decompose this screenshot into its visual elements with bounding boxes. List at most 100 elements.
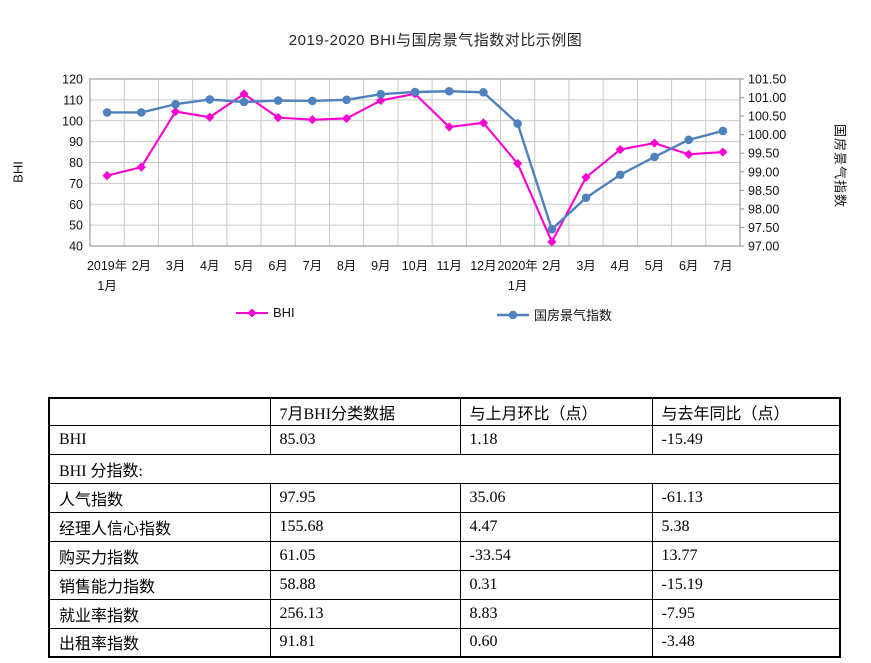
- row-label-cell: 人气指数: [48, 482, 271, 513]
- value-cell: 155.68: [269, 511, 461, 542]
- left-axis-tick-label: 100: [62, 114, 83, 128]
- right-axis-tick-label: 100.00: [748, 128, 786, 142]
- left-axis-tick-label: 90: [69, 135, 83, 149]
- table-row: 人气指数 97.95 35.06 -61.13: [48, 482, 841, 513]
- value-cell: -15.19: [651, 569, 841, 600]
- bhi-point-marker: [205, 112, 215, 122]
- x-axis-tick-label: 2月: [132, 259, 151, 273]
- gfi-point-marker: [547, 225, 557, 234]
- bhi-point-marker: [581, 172, 591, 182]
- gfi-series-marker-icon: [497, 310, 529, 319]
- left-axis-tick-label: 120: [62, 73, 83, 87]
- gfi-point-marker: [273, 96, 283, 105]
- row-label-cell: 就业率指数: [48, 598, 271, 629]
- x-axis-tick-label: 2月: [542, 259, 561, 273]
- table-header: 7月BHI分类数据 与上月环比（点） 与去年同比（点）: [48, 397, 841, 426]
- x-axis-tick-label: 5月: [234, 259, 253, 273]
- value-cell: 35.06: [459, 482, 653, 513]
- gfi-point-marker: [684, 135, 693, 145]
- legend-label-gfi: 国房景气指数: [534, 308, 613, 323]
- x-axis-tick-label-line2: 1月: [97, 279, 116, 293]
- gfi-point-marker: [410, 87, 420, 97]
- bhi-series-marker-icon: [236, 308, 268, 317]
- bhi-point-marker: [478, 118, 489, 128]
- value-cell: -33.54: [459, 540, 653, 571]
- bhi-point-marker: [273, 113, 283, 123]
- gfi-point-marker: [479, 88, 488, 97]
- value-cell: 61.05: [269, 540, 461, 571]
- x-axis-tick-label: 9月: [371, 259, 390, 273]
- table-row: 出租率指数 91.81 0.60 -3.48: [48, 627, 841, 658]
- table-row: BHI 85.03 1.18 -15.49: [48, 424, 841, 455]
- x-axis-tick-label-line2: 1月: [508, 279, 527, 293]
- left-axis-tick-label: 80: [69, 156, 83, 170]
- x-axis-tick-label: 3月: [166, 259, 185, 273]
- x-axis-tick-label: 4月: [200, 259, 219, 273]
- bhi-point-marker: [718, 147, 728, 157]
- right-axis-title: 国房景气指数: [832, 123, 848, 209]
- right-axis-tick-label: 97.50: [748, 221, 779, 235]
- bhi-point-marker: [307, 115, 317, 125]
- gfi-point-marker: [650, 152, 659, 162]
- value-cell: -7.95: [651, 598, 841, 629]
- gfi-point-marker: [205, 95, 215, 104]
- bhi-point-marker: [102, 171, 112, 181]
- table-header-row: 7月BHI分类数据 与上月环比（点） 与去年同比（点）: [48, 397, 841, 426]
- x-axis-tick-label: 7月: [713, 259, 732, 273]
- x-axis-tick-label: 3月: [576, 259, 595, 273]
- gfi-point-marker: [137, 108, 146, 117]
- left-axis-tick-label: 110: [63, 93, 83, 107]
- right-axis-tick-label: 100.50: [748, 110, 786, 124]
- bhi-breakdown-table: 7月BHI分类数据 与上月环比（点） 与去年同比（点） BHI 85.03 1.18 -1…: [48, 397, 841, 658]
- x-axis-tick-label: 8月: [337, 259, 356, 273]
- bhi-point-marker: [136, 162, 146, 172]
- bhi-point-marker: [615, 144, 625, 155]
- series-line-gfi: [105, 90, 725, 231]
- table-row: 就业率指数 256.13 8.83 -7.95: [48, 598, 841, 629]
- legend-item-bhi: BHI: [236, 305, 295, 320]
- legend-gfi-circle: [508, 310, 518, 319]
- gfi-point-marker: [581, 193, 591, 203]
- left-axis-title: BHI: [10, 161, 26, 183]
- row-label-cell: 出租率指数: [48, 627, 271, 658]
- bhi-point-marker: [649, 138, 660, 148]
- row-label-cell: BHI: [48, 424, 271, 455]
- table-body: BHI 85.03 1.18 -15.49 BHI 分指数: 人气指数 97.95 35.06…: [48, 424, 841, 658]
- right-axis-tick-label: 98.50: [748, 184, 779, 198]
- right-axis-tick-label: 97.00: [748, 240, 779, 254]
- bhi-point-marker: [444, 122, 454, 132]
- legend-label-bhi: BHI: [273, 305, 295, 320]
- value-cell: 8.83: [459, 598, 653, 629]
- table-row: 经理人信心指数 155.68 4.47 5.38: [48, 511, 841, 542]
- x-axis-tick-label: 6月: [679, 259, 698, 273]
- x-axis-tick-label: 5月: [645, 259, 664, 273]
- x-axis-tick-label: 6月: [268, 259, 287, 273]
- value-cell: 58.88: [269, 569, 461, 600]
- chart-legend: BHI 国房景气指数: [0, 305, 871, 327]
- value-cell: 256.13: [269, 598, 461, 629]
- gfi-point-marker: [444, 86, 454, 96]
- gfi-point-marker: [308, 96, 317, 106]
- value-cell: 13.77: [651, 540, 841, 571]
- gfi-point-marker: [342, 95, 351, 105]
- row-label-cell: BHI 分指数:: [48, 453, 841, 484]
- value-cell: -61.13: [651, 482, 841, 513]
- gfi-point-marker: [102, 108, 112, 117]
- row-label-cell: 购买力指数: [48, 540, 271, 571]
- x-axis-tick-label: 10月: [402, 259, 428, 273]
- left-axis-tick-label: 50: [69, 219, 83, 233]
- value-cell: 0.31: [459, 569, 653, 600]
- x-axis-tick-label: 4月: [611, 259, 630, 273]
- value-cell: 0.60: [459, 627, 653, 658]
- value-cell: 91.81: [269, 627, 461, 658]
- value-cell: 85.03: [269, 424, 461, 455]
- right-axis-tick-label: 101.00: [748, 91, 786, 105]
- x-axis-tick-label: 2020年: [497, 259, 537, 273]
- left-axis-tick-label: 40: [69, 240, 83, 254]
- gfi-point-marker: [718, 126, 728, 136]
- plot-border: [89, 78, 741, 247]
- table-header-cell: 与去年同比（点）: [651, 397, 841, 426]
- gfi-point-marker: [376, 89, 386, 99]
- row-label-cell: 经理人信心指数: [48, 511, 271, 542]
